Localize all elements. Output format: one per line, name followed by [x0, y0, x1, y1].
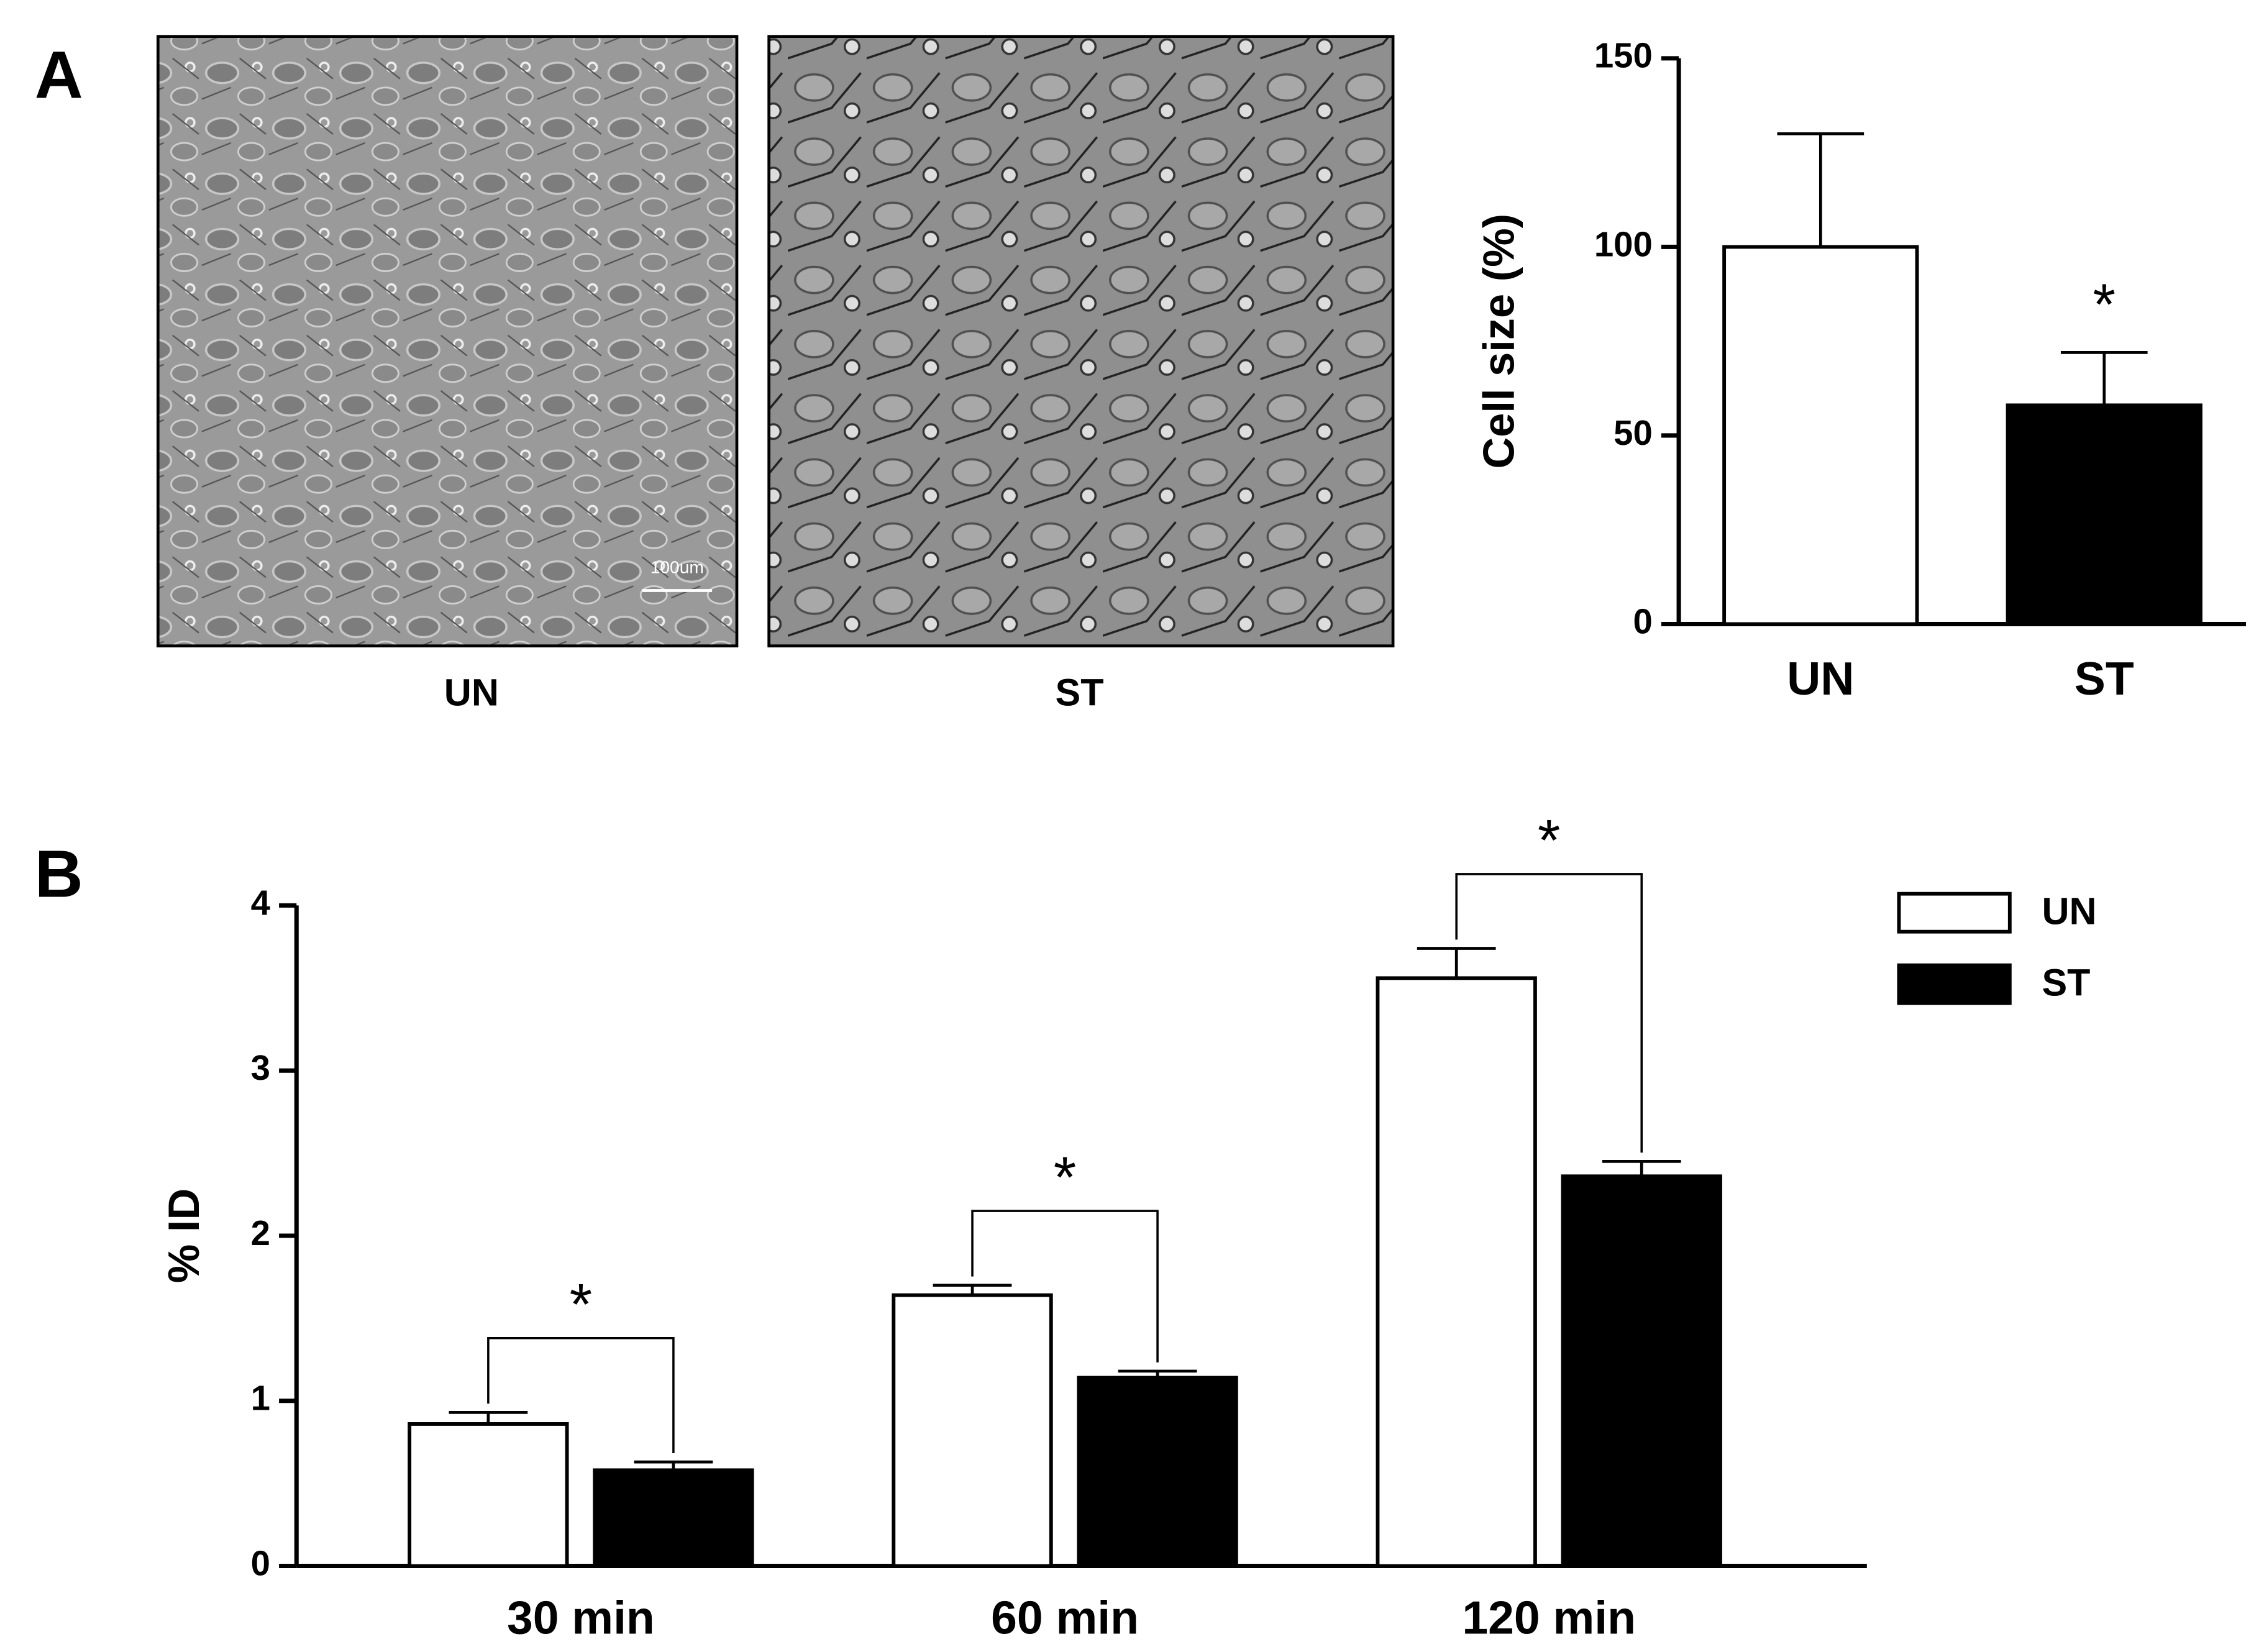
y-axis-label: % ID [159, 1189, 208, 1284]
y-tick-label: 1 [251, 1379, 270, 1418]
scale-bar-label: 100um [650, 558, 704, 577]
x-tick-label: 30 min [507, 1592, 655, 1644]
y-axis-label: Cell size (%) [1474, 214, 1523, 469]
x-tick-label: UN [1787, 652, 1854, 705]
image-label: ST [1056, 672, 1104, 714]
legend-swatch [1897, 963, 2012, 1005]
significance-bracket [1455, 873, 1643, 1153]
bar [593, 1468, 754, 1568]
x-tick-label: ST [2075, 652, 2134, 705]
image-label: UN [444, 672, 499, 714]
significance-mark: * [2093, 272, 2116, 337]
micrograph [767, 35, 1395, 648]
legend-swatch [1897, 892, 2012, 934]
bar [2006, 403, 2202, 626]
panel-label: A [35, 37, 83, 112]
y-tick-label: 100 [1594, 224, 1653, 263]
bar [1077, 1376, 1238, 1568]
significance-mark: * [1054, 1144, 1077, 1210]
panel-label: B [35, 836, 83, 911]
significance-mark: * [570, 1272, 593, 1337]
y-tick-label: 0 [1633, 601, 1653, 641]
y-tick-label: 2 [251, 1213, 270, 1253]
bar [1722, 245, 1919, 626]
bar [408, 1422, 569, 1568]
y-tick-label: 150 [1594, 36, 1653, 75]
x-tick-label: 60 min [991, 1592, 1139, 1644]
micrograph [156, 35, 739, 648]
x-tick-label: 120 min [1462, 1592, 1636, 1644]
bar [1561, 1174, 1722, 1568]
y-tick-label: 4 [251, 883, 271, 922]
significance-bracket [487, 1336, 675, 1454]
significance-bracket [971, 1210, 1159, 1362]
bar [892, 1293, 1053, 1568]
significance-mark: * [1538, 808, 1561, 873]
y-tick-label: 0 [251, 1543, 270, 1582]
bar [1376, 976, 1537, 1568]
y-tick-label: 3 [251, 1048, 270, 1087]
legend-label: ST [2042, 962, 2090, 1004]
y-tick-label: 50 [1614, 413, 1653, 452]
legend-label: UN [2042, 890, 2096, 933]
